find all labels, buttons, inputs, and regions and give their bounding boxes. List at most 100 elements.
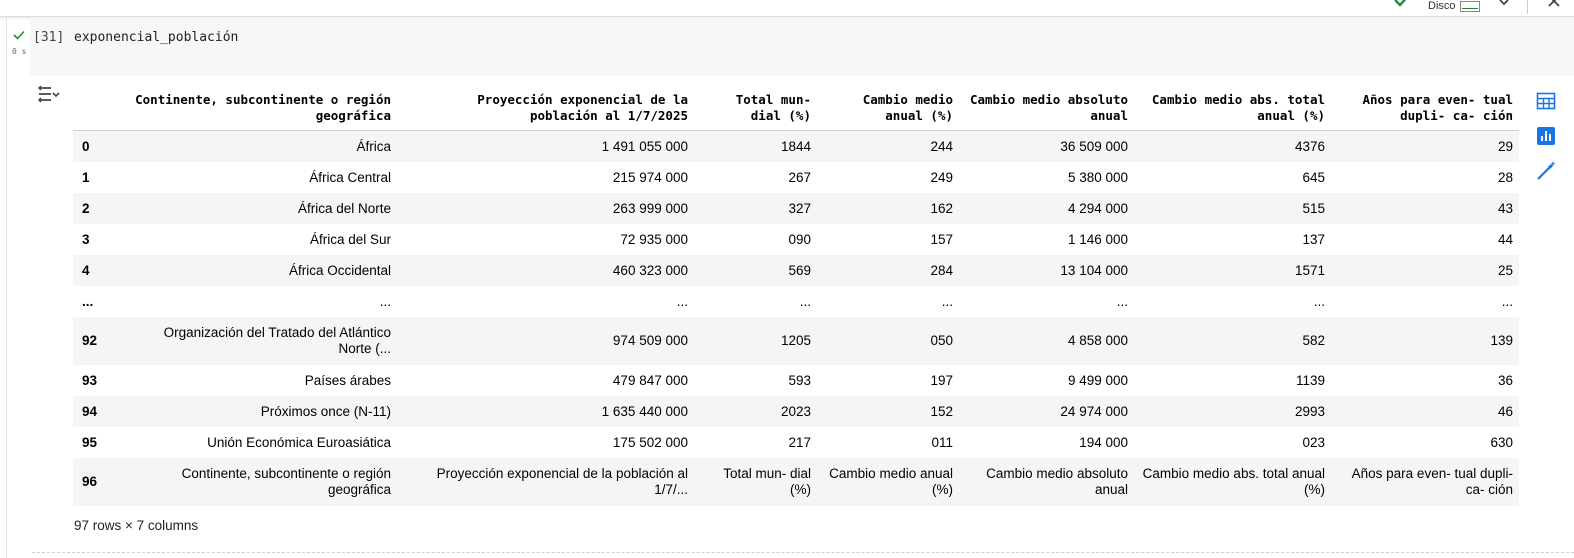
table-row: 0 África 1 491 055 000 1844 244 36 509 0… [73, 130, 1519, 162]
table-cell: África [127, 130, 397, 162]
table-cell: 36 509 000 [959, 130, 1134, 162]
table-row: 2 África del Norte 263 999 000 327 162 4… [73, 193, 1519, 224]
table-cell: 46 [1331, 396, 1519, 427]
table-cell: 1205 [694, 317, 817, 365]
table-cell: 25 [1331, 255, 1519, 286]
table-cell: Organización del Tratado del Atlántico N… [127, 317, 397, 365]
output-actions-icon[interactable] [37, 85, 60, 110]
table-view-icon[interactable] [1533, 88, 1559, 114]
table-cell: 175 502 000 [612, 434, 688, 450]
table-cell: 327 [694, 193, 817, 224]
chevron-down-icon[interactable] [1498, 0, 1510, 13]
table-cell: 152 [817, 396, 959, 427]
code-text[interactable]: exponencial_población [74, 30, 239, 45]
column-header: Proyección exponencial de la población a… [397, 85, 694, 131]
table-cell: 137 [1302, 231, 1325, 247]
cell-bottom-divider [32, 552, 1574, 553]
row-index: 94 [73, 396, 127, 427]
cell-border [6, 17, 7, 558]
row-index: 4 [73, 255, 127, 286]
table-row: 3 África del Sur 72 935 000 090 157 1 14… [73, 224, 1519, 255]
table-cell: 197 [930, 372, 953, 388]
table-cell: 284 [817, 255, 959, 286]
table-cell: 28 [1497, 169, 1513, 185]
table-cell: 4 294 000 [959, 193, 1134, 224]
table-cell: 630 [1490, 434, 1513, 450]
table-cell: 023 [1302, 434, 1325, 450]
table-cell: 194 000 [1079, 434, 1128, 450]
table-cell: 011 [931, 434, 953, 450]
table-row: 93 Países árabes 479 847 000 593 197 9 4… [73, 365, 1519, 396]
table-cell: África del Sur [309, 231, 391, 247]
table-row: 94 Próximos once (N-11) 1 635 440 000 20… [73, 396, 1519, 427]
row-index: 1 [82, 169, 90, 185]
table-cell: 460 323 000 [397, 255, 694, 286]
table-cell: ... [799, 293, 811, 309]
table-row: 96 Continente, subcontinente o región ge… [73, 458, 1519, 506]
table-cell: 1571 [1134, 255, 1331, 286]
table-cell: ... [379, 293, 391, 309]
close-icon[interactable] [1547, 0, 1561, 13]
table-cell: 4376 [1134, 130, 1331, 162]
row-index: 95 [82, 434, 98, 450]
table-cell: 582 [1134, 317, 1331, 365]
disk-usage-bar[interactable] [1460, 1, 1480, 12]
table-cell: 43 [1331, 193, 1519, 224]
table-cell: Unión Económica Euroasiática [207, 434, 391, 450]
table-cell: 479 847 000 [612, 372, 688, 388]
table-cell: 24 974 000 [959, 396, 1134, 427]
table-cell: 1 491 055 000 [397, 130, 694, 162]
table-cell: ... [941, 293, 953, 309]
row-index: 0 [73, 130, 127, 162]
table-cell: Próximos once (N-11) [127, 396, 397, 427]
table-cell: África Occidental [127, 255, 397, 286]
table-cell: 244 [817, 130, 959, 162]
table-cell: ... [1501, 293, 1513, 309]
table-cell: Cambio medio absoluto anual [959, 458, 1134, 506]
table-cell: 090 [788, 231, 811, 247]
column-header: Años para even- tual dupli- ca- ción [1331, 85, 1519, 131]
row-index: 93 [82, 372, 98, 388]
table-cell: Años para even- tual dupli- ca- ción [1331, 458, 1519, 506]
table-cell: 515 [1134, 193, 1331, 224]
table-row: 1 África Central 215 974 000 267 249 5 3… [73, 162, 1519, 193]
toolbar-divider [1527, 0, 1528, 14]
table-cell: 1 146 000 [1067, 231, 1128, 247]
exec-count: [31] [33, 30, 65, 45]
table-footer: 97 rows × 7 columns [74, 518, 199, 533]
table-cell: 050 [817, 317, 959, 365]
exec-time: 0 s [12, 47, 27, 56]
table-cell: 72 935 000 [620, 231, 688, 247]
table-cell: 569 [694, 255, 817, 286]
table-cell: Continente, subcontinente o región geogr… [127, 458, 397, 506]
table-cell: Países árabes [304, 372, 391, 388]
table-cell: 4 858 000 [959, 317, 1134, 365]
table-row: 4 África Occidental 460 323 000 569 284 … [73, 255, 1519, 286]
code-cell: 0 s [31] exponencial_población Continent… [6, 17, 1574, 558]
row-index: ... [82, 293, 94, 309]
table-cell: 2993 [1134, 396, 1331, 427]
table-row: 92 Organización del Tratado del Atlántic… [73, 317, 1519, 365]
table-cell: 263 999 000 [397, 193, 694, 224]
table-cell: 215 974 000 [612, 169, 688, 185]
table-cell: África Central [309, 169, 391, 185]
table-cell: 9 499 000 [1067, 372, 1128, 388]
table-cell: 1844 [694, 130, 817, 162]
column-header: Cambio medio abs. total anual (%) [1134, 85, 1331, 131]
run-success-icon [13, 27, 25, 45]
row-index: 96 [73, 458, 127, 506]
table-cell: 44 [1497, 231, 1513, 247]
table-cell: 249 [930, 169, 953, 185]
magic-pen-icon[interactable] [1533, 158, 1559, 184]
table-cell: 267 [788, 169, 811, 185]
code-editor[interactable] [30, 17, 1574, 76]
chart-icon[interactable] [1533, 123, 1559, 149]
table-cell: Cambio medio anual (%) [817, 458, 959, 506]
table-cell: Total mun- dial (%) [694, 458, 817, 506]
row-index: 2 [73, 193, 127, 224]
table-cell: Proyección exponencial de la población a… [397, 458, 694, 506]
table-cell: África del Norte [127, 193, 397, 224]
connected-check-icon[interactable] [1393, 0, 1411, 13]
column-header: Total mun- dial (%) [694, 85, 817, 131]
table-cell: ... [1116, 293, 1128, 309]
